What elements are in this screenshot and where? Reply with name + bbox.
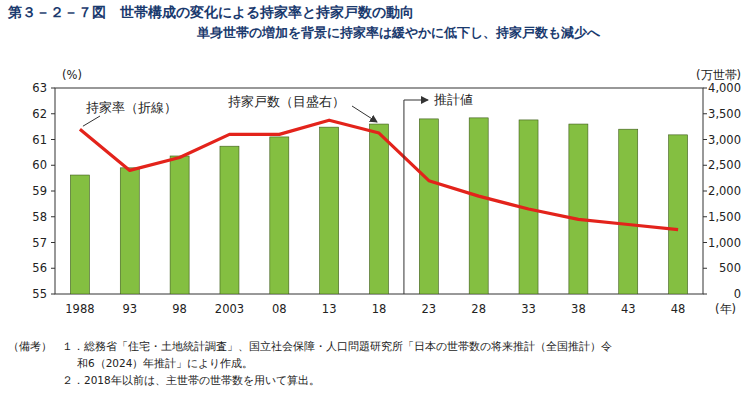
- bar: [270, 137, 289, 294]
- y-tick: [51, 216, 55, 217]
- forecast-line: [403, 100, 404, 294]
- y2-tick-label: 1,500: [708, 210, 741, 224]
- x-tick-label: 93: [122, 302, 137, 316]
- y2-tick: [703, 268, 707, 269]
- annotation-leader: [83, 116, 100, 126]
- x-tick-label: 23: [422, 302, 437, 316]
- y2-tick: [703, 139, 707, 140]
- y2-label: (万世帯): [696, 68, 741, 82]
- y-label: (%): [62, 68, 82, 82]
- x-tick-label: 38: [571, 302, 586, 316]
- note: ２．2018年以前は、主世帯の世帯数を用いて算出。: [62, 374, 320, 386]
- y-tick: [51, 268, 55, 269]
- x-tick-label: 43: [621, 302, 636, 316]
- annotation-arrow: [352, 106, 377, 122]
- bar: [320, 127, 339, 294]
- y2-tick-label: 3,500: [708, 107, 741, 121]
- y-tick-label: 62: [32, 107, 47, 121]
- y-tick: [51, 294, 55, 295]
- bar: [619, 129, 638, 294]
- y2-tick: [703, 113, 707, 114]
- bar: [120, 168, 139, 294]
- y2-tick: [703, 191, 707, 192]
- x-label: (年): [715, 302, 736, 316]
- annotation: 推計値: [434, 92, 473, 107]
- bar: [70, 175, 89, 294]
- y-tick-label: 58: [32, 210, 47, 224]
- bar: [419, 119, 438, 294]
- bar: [370, 124, 389, 294]
- y-tick-label: 57: [32, 236, 47, 250]
- y-tick: [51, 113, 55, 114]
- y2-tick: [703, 88, 707, 89]
- note: １．総務省「住宅・土地統計調査」、国立社会保障・人口問題研究所「日本の世帯数の将…: [62, 340, 612, 352]
- bar: [220, 146, 239, 294]
- subtitle: 単身世帯の増加を背景に持家率は緩やかに低下し、持家戸数も減少へ: [196, 25, 601, 40]
- line: [80, 120, 678, 229]
- y2-tick-label: 1,000: [708, 236, 741, 250]
- y-tick: [51, 191, 55, 192]
- y2-tick-label: 2,000: [708, 184, 741, 198]
- y-tick: [51, 165, 55, 166]
- bar: [170, 156, 189, 294]
- forecast-arrow: [404, 100, 428, 101]
- annotations: 持家率（折線） 持家戸数（目盛右） 推計値: [83, 92, 473, 294]
- y2-tick-label: 4,000: [708, 81, 741, 95]
- y2-tick-label: 3,000: [708, 133, 741, 147]
- y2-tick-label: 0: [734, 287, 741, 301]
- x-tick-label: 13: [322, 302, 337, 316]
- note: 和6（2024）年推計」により作成。: [77, 357, 253, 369]
- y-tick-label: 56: [32, 261, 47, 275]
- y2-tick: [703, 216, 707, 217]
- y-tick-label: 60: [32, 158, 47, 172]
- title: 第３－２－７図 世帯構成の変化による持家率と持家戸数の動向: [7, 4, 414, 20]
- y2-tick: [703, 294, 707, 295]
- chart: 第３－２－７図 世帯構成の変化による持家率と持家戸数の動向単身世帯の増加を背景に…: [0, 0, 745, 396]
- y2-tick: [703, 165, 707, 166]
- bar: [469, 118, 488, 294]
- x-tick-label: 1988: [65, 302, 94, 316]
- x-tick-label: 48: [671, 302, 686, 316]
- bar: [669, 135, 688, 294]
- y-tick-label: 55: [32, 287, 47, 301]
- y-tick: [51, 88, 55, 89]
- plot-frame: [55, 88, 703, 294]
- y2-tick-label: 500: [719, 261, 741, 275]
- y2-tick-label: 2,500: [708, 158, 741, 172]
- y-tick-label: 63: [32, 81, 47, 95]
- x-tick-label: 33: [521, 302, 536, 316]
- y-tick: [51, 139, 55, 140]
- annotation: 持家戸数（目盛右）: [228, 94, 345, 109]
- x-tick-label: 18: [372, 302, 387, 316]
- y-tick-label: 59: [32, 184, 47, 198]
- plot-marks: [70, 118, 687, 294]
- notes-label: （備考）: [8, 340, 52, 352]
- y-tick: [51, 242, 55, 243]
- annotation: 持家率（折線）: [86, 100, 177, 115]
- x-tick-label: 98: [172, 302, 187, 316]
- y-tick-label: 61: [32, 133, 47, 147]
- x-tick-label: 2003: [215, 302, 244, 316]
- y2-tick: [703, 242, 707, 243]
- x-tick-label: 28: [471, 302, 486, 316]
- bar: [569, 124, 588, 294]
- x-tick-label: 08: [272, 302, 287, 316]
